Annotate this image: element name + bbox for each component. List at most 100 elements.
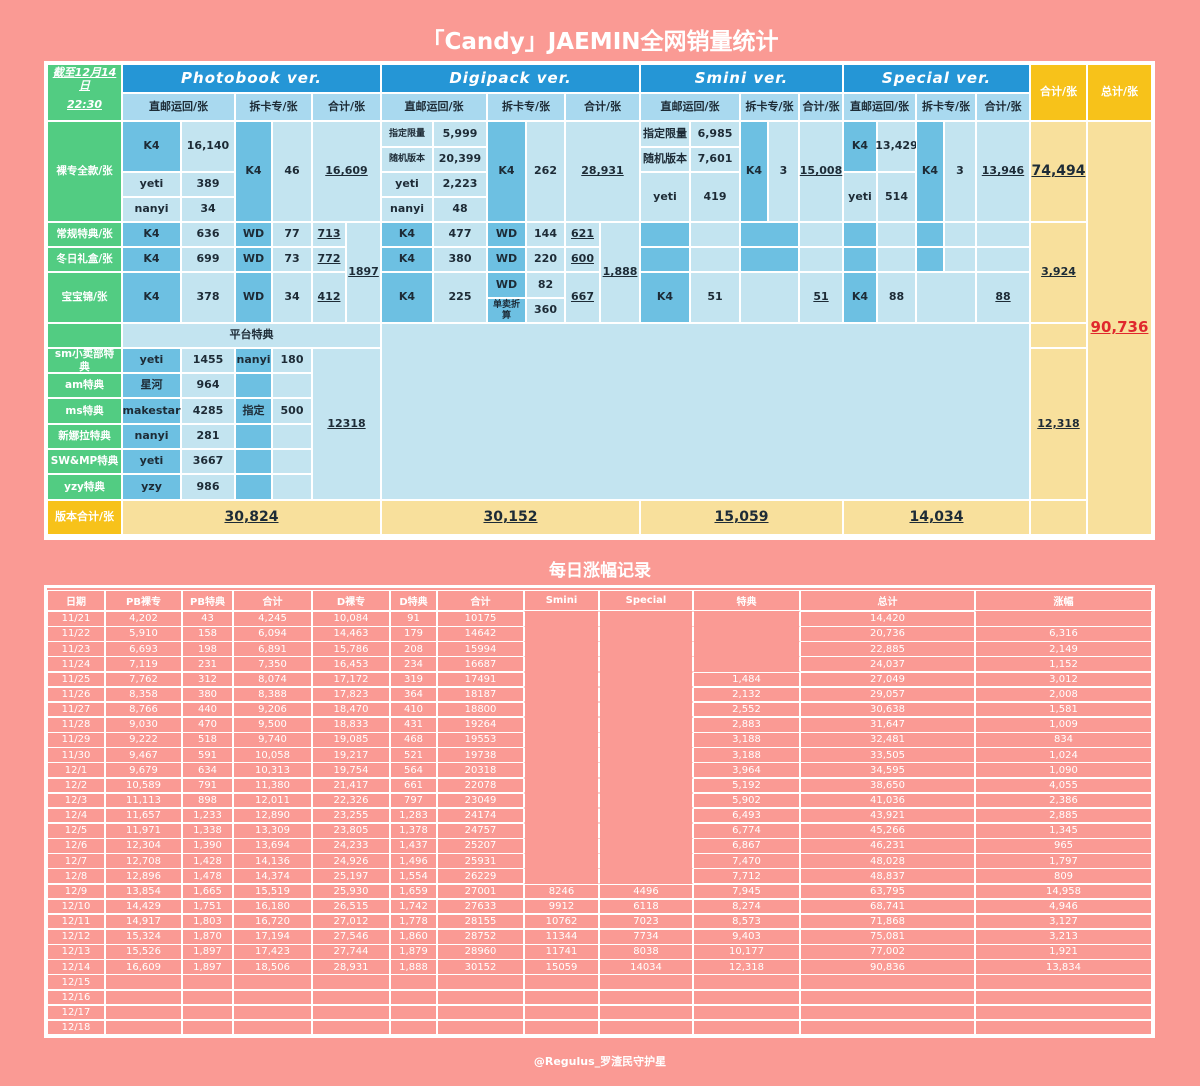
table-cell: 9,403 [693,929,800,945]
table-cell: 11/23 [47,641,105,657]
table-cell: 43,921 [800,807,975,824]
table-cell [800,1019,975,1036]
table-cell: 10,177 [693,944,800,960]
table-cell: 7,762 [105,671,182,688]
table-cell: 11,657 [105,807,182,824]
table-cell: 1,897 [182,959,233,975]
table-cell [437,1019,524,1036]
blank-cell [976,222,1030,247]
summary-cell: 51 [690,272,740,323]
table-cell: 2,008 [975,686,1152,703]
summary-cell: 621 [565,222,600,247]
table-cell: 1,496 [390,853,437,869]
summary-cell: sm小卖部特典 [47,348,122,373]
summary-cell: 74,494 [1030,121,1087,222]
summary-cell: 指定 [235,398,272,424]
table-cell: 5,910 [105,626,182,642]
table-cell: 7,350 [233,656,312,673]
table-cell [524,974,599,991]
table-cell: 661 [390,777,437,794]
summary-cell: 拆卡专/张 [916,93,976,121]
table-cell [312,974,390,991]
table-cell [312,1019,390,1036]
table-cell [693,1019,800,1036]
table-cell: 15,519 [233,883,312,900]
table-cell [800,989,975,1006]
table-cell [524,1004,599,1021]
table-cell: 14642 [437,626,524,642]
footer: @Regulus_罗渣民守护星 [533,1055,667,1068]
header-cell: Smini [524,590,599,611]
summary-cell: 73 [272,247,312,272]
table-cell: 15059 [524,959,599,975]
summary-cell: K4 [122,222,181,247]
table-cell: 6,891 [233,641,312,657]
table-cell: 30,638 [800,701,975,718]
table-cell: 12,011 [233,792,312,809]
summary-cell: K4 [487,121,526,222]
table-cell: 16,609 [105,959,182,975]
table-cell: 16,453 [312,656,390,673]
table-cell: 2,386 [975,792,1152,809]
table-cell: 38,650 [800,777,975,794]
summary-cell: Special ver. [843,64,1030,93]
table-cell: 22078 [437,777,524,794]
summary-cell: yeti [122,449,181,474]
table-cell: 797 [390,792,437,809]
table-cell: 2,552 [693,701,800,718]
blank-cell [877,222,916,247]
table-cell: 634 [182,762,233,779]
summary-cell: 772 [312,247,346,272]
table-cell [390,974,437,991]
table-cell: 3,188 [693,747,800,763]
summary-cell: Photobook ver. [122,64,381,93]
summary-cell: K4 [122,272,181,323]
summary-cell: 30,152 [381,500,640,535]
table-cell: 13,834 [975,959,1152,975]
page-title: 「Candy」JAEMIN全网销量统计 [421,29,779,55]
table-cell: 7734 [599,929,693,945]
table-cell [390,1019,437,1036]
table-cell: 431 [390,717,437,733]
summary-cell: nanyi [381,197,433,222]
summary-cell: 7,601 [690,147,740,172]
table-cell: 22,885 [800,641,975,657]
table-cell: 27,546 [312,929,390,945]
table-cell: 9912 [524,898,599,915]
table-cell: 12/11 [47,913,105,930]
summary-cell: Digipack ver. [381,64,640,93]
table-cell: 1,090 [975,762,1152,779]
summary-cell: 常规特典/张 [47,222,122,247]
summary-cell: yeti [381,172,433,197]
summary-cell: 1,888 [600,222,640,323]
summary-cell: K4 [740,121,768,222]
table-cell: 28,931 [312,959,390,975]
table-cell: 23049 [437,792,524,809]
table-cell: 15,786 [312,641,390,657]
summary-cell: K4 [381,272,433,323]
summary-cell: 46 [272,121,312,222]
table-cell [312,989,390,1006]
table-cell: 12,304 [105,838,182,854]
summary-cell: 514 [877,172,916,222]
table-cell: 8038 [599,944,693,960]
blank-cell [272,373,312,398]
summary-cell: 378 [181,272,235,323]
header-cell: D特典 [390,590,437,611]
table-cell: 9,740 [233,732,312,748]
table-cell [233,989,312,1006]
blank-cell [944,222,976,247]
table-cell: 13,309 [233,823,312,839]
summary-cell: K4 [916,121,944,222]
table-cell: 6,316 [975,626,1152,642]
table-cell: 34,595 [800,762,975,779]
summary-cell: yzy特典 [47,474,122,500]
summary-cell: WD [235,272,272,323]
summary-cell: 版本合计/张 [47,500,122,535]
table-cell [693,974,800,991]
summary-cell: 16,140 [181,121,235,172]
table-cell: 12/15 [47,974,105,991]
table-cell [182,989,233,1006]
table-cell: 1,283 [390,807,437,824]
table-cell: 7,119 [105,656,182,673]
